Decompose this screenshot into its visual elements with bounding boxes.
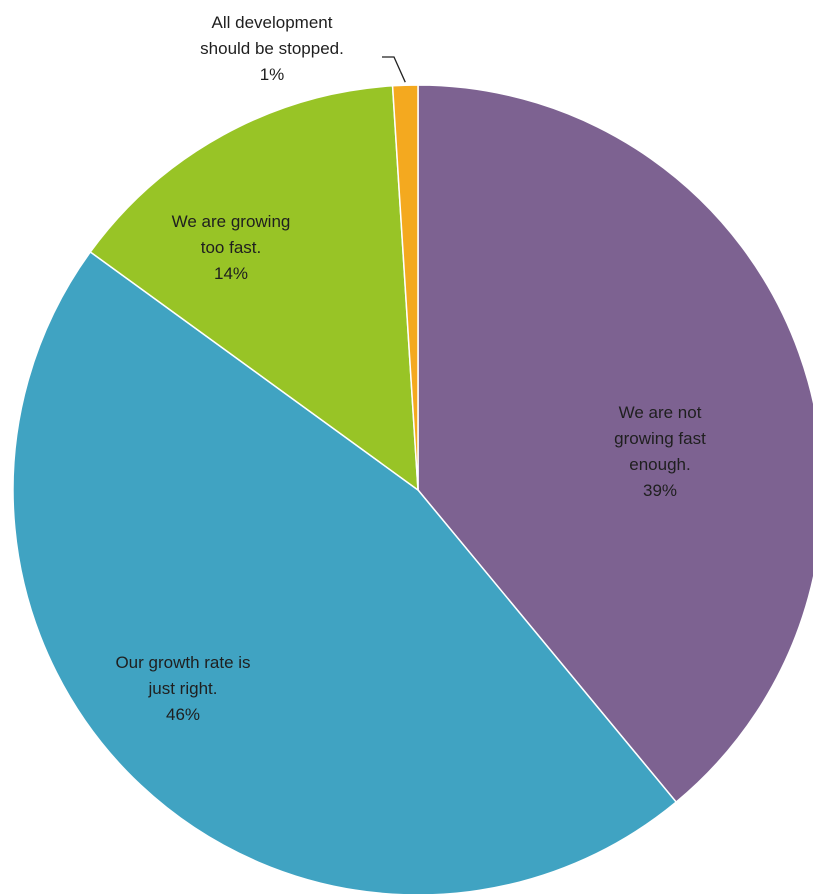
pie-slice-3 (89, 85, 419, 492)
slice-label-3: We are growing too fast. 14% (172, 212, 291, 283)
slice-label-2: Our growth rate is just right. 46% (115, 653, 250, 724)
pie-slice-1 (417, 84, 813, 804)
pie-slices (12, 84, 813, 894)
slice-label-4: All development should be stopped. 1% (200, 13, 344, 84)
pie-slice-4 (391, 84, 419, 491)
leader-line-4 (382, 56, 406, 83)
slice-label-1: We are not growing fast enough. 39% (614, 403, 706, 500)
leader-lines (382, 56, 406, 83)
slice-labels: We are not growing fast enough. 39% Our grow… (115, 13, 706, 724)
pie-slice-2 (12, 250, 678, 894)
